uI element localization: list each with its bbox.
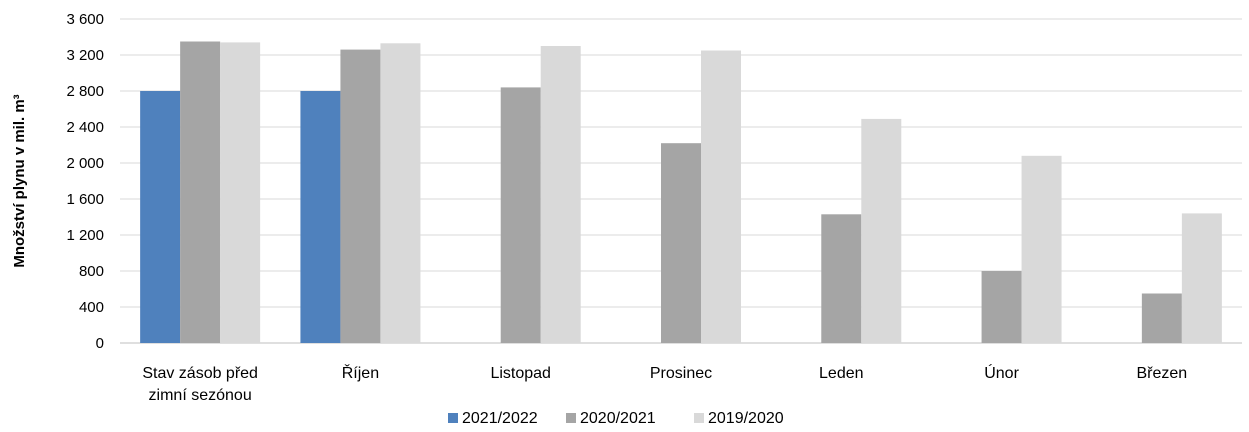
x-tick-label: Březen [1137,365,1188,382]
y-tick-label: 0 [96,335,104,352]
bar-2020-2021-5 [981,271,1022,343]
bar-2019-2020-2 [540,46,581,343]
x-tick-label: Stav zásob před zimní sezónou [142,365,258,404]
x-tick-label: Leden [819,365,864,382]
legend-label: 2020/2021 [580,410,656,427]
legend-swatch [566,413,576,423]
bar-2020-2021-2 [500,87,541,344]
bar-2021-2022-0 [140,91,181,343]
bar-2020-2021-0 [180,41,221,343]
x-tick-label: Únor [984,363,1019,382]
y-tick-label: 1 600 [66,191,104,208]
y-axis-title: Množství plynu v mil. m³ [11,94,28,267]
legend-swatch [694,413,704,423]
legend-label: 2019/2020 [708,410,784,427]
legend-label: 2021/2022 [462,410,538,427]
bar-2019-2020-3 [701,50,741,343]
bar-2019-2020-4 [861,118,902,344]
y-tick-label: 3 600 [66,11,104,28]
y-tick-label: 2 800 [66,83,104,100]
bar-2019-2020-6 [1181,213,1222,343]
legend-swatch [448,413,458,423]
x-tick-label: Listopad [490,365,551,382]
y-tick-label: 3 200 [66,47,104,64]
y-tick-label: 800 [79,263,104,280]
bar-2020-2021-3 [661,143,701,343]
bar-2019-2020-0 [220,42,261,344]
bar-2020-2021-4 [821,214,862,343]
y-tick-label: 2 000 [66,155,104,172]
bar-2019-2020-5 [1021,155,1062,343]
y-tick-label: 1 200 [66,227,104,244]
x-tick-label: Říjen [342,363,379,382]
y-tick-label: 2 400 [66,119,104,136]
bar-2020-2021-1 [340,49,381,343]
bar-2019-2020-1 [380,43,421,344]
x-tick-label: Prosinec [650,365,712,382]
bar-2021-2022-1 [300,91,341,343]
y-tick-label: 400 [79,299,104,316]
bar-2020-2021-6 [1141,293,1182,343]
